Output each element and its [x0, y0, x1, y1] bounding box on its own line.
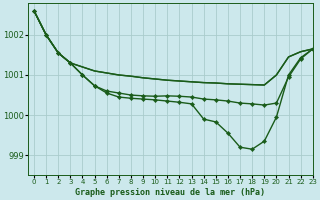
X-axis label: Graphe pression niveau de la mer (hPa): Graphe pression niveau de la mer (hPa)	[76, 188, 265, 197]
